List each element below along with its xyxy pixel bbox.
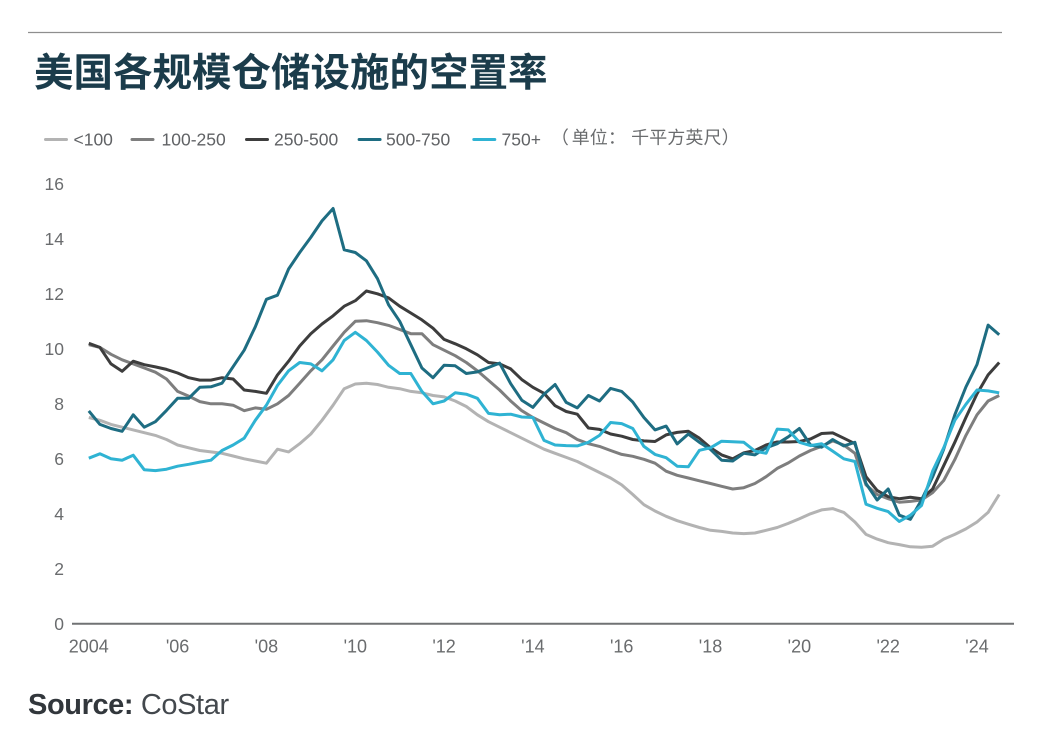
svg-text:4: 4	[54, 504, 64, 524]
svg-text:100-250: 100-250	[162, 130, 226, 150]
svg-text:8: 8	[54, 394, 64, 414]
svg-text:<100: <100	[74, 130, 114, 150]
svg-text:'24: '24	[965, 636, 988, 656]
svg-text:10: 10	[45, 339, 65, 359]
svg-text:0: 0	[54, 614, 64, 634]
svg-text:'16: '16	[610, 636, 633, 656]
svg-text:'22: '22	[876, 636, 899, 656]
svg-text:14: 14	[45, 229, 65, 249]
svg-text:'20: '20	[788, 636, 811, 656]
svg-text:'12: '12	[432, 636, 455, 656]
svg-text:16: 16	[45, 174, 64, 194]
svg-text:6: 6	[54, 449, 64, 469]
svg-text:2: 2	[54, 559, 64, 579]
svg-text:2004: 2004	[69, 636, 109, 656]
svg-text:'08: '08	[255, 636, 278, 656]
svg-text:250-500: 250-500	[274, 130, 338, 150]
svg-text:'10: '10	[344, 636, 367, 656]
svg-text:750+: 750+	[502, 130, 541, 150]
svg-text:'14: '14	[521, 636, 544, 656]
svg-text:'18: '18	[699, 636, 722, 656]
svg-text:'06: '06	[166, 636, 189, 656]
svg-text:500-750: 500-750	[386, 130, 450, 150]
svg-text:12: 12	[45, 284, 64, 304]
svg-text:Source: CoStar: Source: CoStar	[28, 689, 229, 721]
